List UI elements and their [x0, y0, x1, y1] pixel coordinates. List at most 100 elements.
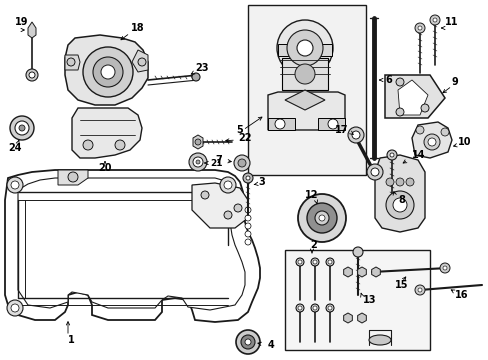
Text: 1: 1	[68, 335, 75, 345]
Text: 6: 6	[384, 75, 391, 85]
Circle shape	[295, 304, 304, 312]
Circle shape	[386, 150, 396, 160]
Text: 18: 18	[131, 23, 144, 33]
Circle shape	[244, 339, 250, 345]
Circle shape	[274, 119, 285, 129]
Text: 4: 4	[267, 340, 274, 350]
Circle shape	[220, 177, 236, 193]
Circle shape	[193, 157, 203, 167]
Circle shape	[19, 125, 25, 131]
Circle shape	[192, 73, 200, 81]
Text: 2: 2	[309, 240, 316, 250]
Circle shape	[414, 285, 424, 295]
Text: 19: 19	[15, 17, 28, 27]
Circle shape	[417, 288, 421, 292]
Circle shape	[325, 304, 333, 312]
Circle shape	[244, 231, 250, 237]
Circle shape	[83, 47, 133, 97]
Circle shape	[312, 306, 316, 310]
Circle shape	[312, 260, 316, 264]
Polygon shape	[282, 58, 327, 90]
Circle shape	[115, 140, 125, 150]
Circle shape	[297, 260, 302, 264]
Circle shape	[366, 164, 382, 180]
Text: 5: 5	[236, 125, 243, 135]
Circle shape	[244, 239, 250, 245]
Polygon shape	[384, 75, 444, 118]
Circle shape	[234, 155, 249, 171]
Circle shape	[295, 258, 304, 266]
Text: 12: 12	[305, 190, 318, 200]
Circle shape	[432, 18, 436, 22]
Circle shape	[189, 153, 206, 171]
Polygon shape	[357, 267, 366, 277]
Circle shape	[7, 177, 23, 193]
Circle shape	[201, 191, 208, 199]
Circle shape	[420, 104, 428, 112]
Polygon shape	[65, 55, 80, 70]
Polygon shape	[371, 267, 380, 277]
Circle shape	[286, 30, 323, 66]
Circle shape	[238, 159, 245, 167]
Text: 21: 21	[209, 158, 222, 167]
Bar	[247, 5, 365, 175]
Polygon shape	[193, 135, 203, 149]
Text: 24: 24	[8, 143, 21, 153]
Circle shape	[101, 65, 115, 79]
Polygon shape	[397, 80, 427, 115]
Circle shape	[195, 139, 201, 145]
Circle shape	[68, 172, 78, 182]
Circle shape	[405, 178, 413, 186]
Circle shape	[297, 306, 302, 310]
Bar	[285, 250, 429, 350]
Circle shape	[429, 15, 439, 25]
Circle shape	[306, 203, 336, 233]
Circle shape	[427, 138, 435, 146]
Polygon shape	[72, 108, 142, 158]
Circle shape	[351, 131, 359, 139]
Circle shape	[417, 26, 421, 30]
Polygon shape	[374, 155, 424, 232]
Circle shape	[327, 260, 331, 264]
Text: 11: 11	[444, 17, 458, 27]
Circle shape	[423, 134, 439, 150]
Text: 14: 14	[411, 150, 425, 160]
Text: 16: 16	[454, 290, 468, 300]
Circle shape	[241, 335, 254, 349]
Circle shape	[318, 215, 325, 221]
Polygon shape	[411, 122, 451, 158]
Circle shape	[297, 194, 346, 242]
Polygon shape	[267, 118, 294, 130]
Text: 10: 10	[457, 137, 470, 147]
Circle shape	[26, 69, 38, 81]
Circle shape	[234, 204, 242, 212]
Polygon shape	[65, 35, 148, 105]
Circle shape	[294, 64, 314, 84]
Polygon shape	[5, 170, 260, 322]
Circle shape	[244, 207, 250, 213]
Polygon shape	[343, 267, 352, 277]
Polygon shape	[278, 44, 294, 56]
Ellipse shape	[368, 335, 390, 345]
Circle shape	[244, 215, 250, 221]
Polygon shape	[28, 22, 36, 38]
Text: 13: 13	[362, 295, 376, 305]
Text: 7: 7	[215, 155, 222, 165]
Circle shape	[392, 198, 406, 212]
Polygon shape	[192, 183, 247, 228]
Circle shape	[310, 258, 318, 266]
Circle shape	[439, 263, 449, 273]
Circle shape	[327, 119, 337, 129]
Circle shape	[440, 128, 448, 136]
Circle shape	[415, 126, 423, 134]
Circle shape	[224, 181, 231, 189]
Polygon shape	[58, 170, 88, 185]
Circle shape	[385, 191, 413, 219]
Circle shape	[243, 173, 252, 183]
Circle shape	[276, 20, 332, 76]
Text: 22: 22	[238, 133, 251, 143]
Polygon shape	[357, 313, 366, 323]
Circle shape	[389, 153, 393, 157]
Circle shape	[11, 304, 19, 312]
Text: 9: 9	[451, 77, 458, 87]
